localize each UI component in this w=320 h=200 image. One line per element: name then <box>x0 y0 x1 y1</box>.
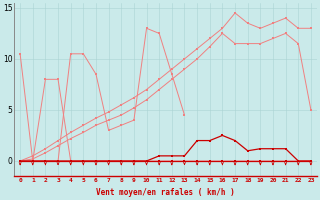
X-axis label: Vent moyen/en rafales ( km/h ): Vent moyen/en rafales ( km/h ) <box>96 188 235 197</box>
